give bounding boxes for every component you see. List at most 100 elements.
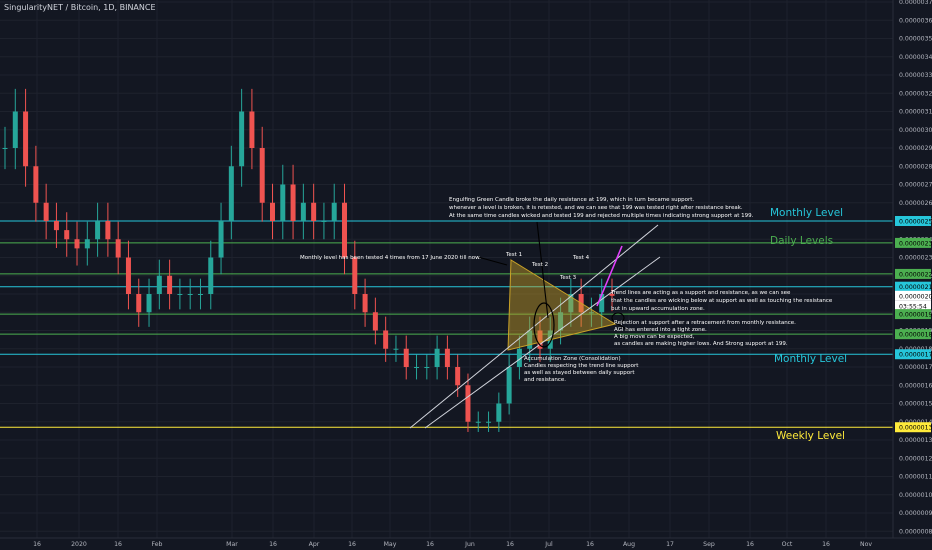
candle-body <box>516 348 522 367</box>
projection-arrow <box>596 245 623 307</box>
price-tag-bg-monthly <box>895 281 931 292</box>
rejection-note-3: A big move can be expected, <box>614 334 695 340</box>
arrow-monthly-test <box>477 256 508 266</box>
candle-body <box>383 330 389 349</box>
candle-body <box>64 230 70 240</box>
candle-body <box>352 257 358 294</box>
candle-body <box>599 294 605 313</box>
candle-body <box>177 294 183 295</box>
price-tag-bg-monthly <box>895 349 931 360</box>
price-tag-bg-weekly <box>895 422 931 433</box>
rejection-circle <box>611 312 625 324</box>
price-tag-bg-daily <box>895 268 931 279</box>
candle-body <box>424 367 430 368</box>
candle-body <box>537 330 543 349</box>
candle-body <box>568 294 574 313</box>
test-2-label: Test 2 <box>531 262 548 268</box>
price-tag-countdown: 03:55:54 <box>899 303 927 310</box>
x-tick-label: Apr <box>309 541 320 548</box>
x-tick-label: Oct <box>782 541 793 548</box>
x-tick-label: 16 <box>586 541 594 548</box>
price-tag-monthly: 0.00000177 <box>899 352 932 359</box>
test-3-label: Test 3 <box>559 275 577 281</box>
test-1-label: Test 1 <box>505 252 522 258</box>
candle-body <box>321 221 327 222</box>
candle-body <box>342 202 348 258</box>
level-name-label: Daily Levels <box>770 235 833 247</box>
candle-body <box>228 166 234 221</box>
x-tick-label: Aug <box>623 541 635 548</box>
rejection-note-4: as candles are making higher lows. And S… <box>614 341 788 347</box>
accumulation-note-3: as well as stayed between daily support <box>524 370 635 376</box>
candle-body <box>280 184 286 221</box>
trendline-note-2: that the candles are wicking below at su… <box>611 298 833 304</box>
candle-body <box>95 221 101 240</box>
x-tick-label: 16 <box>746 541 754 548</box>
candle-body <box>84 239 90 249</box>
y-tick-label: 0.00000080 <box>899 528 932 535</box>
candle-body <box>115 239 121 258</box>
engulfing-note-3: At the same time candles wicked and test… <box>449 213 754 219</box>
price-tag-bg-countdown <box>895 300 931 311</box>
accumulation-note-2: Candles respecting the trend line suppor… <box>524 363 639 369</box>
candle-body <box>506 367 512 404</box>
time-axis <box>0 538 932 550</box>
x-tick-label: Feb <box>152 541 163 548</box>
symbol-title: SingularityNET / Bitcoin, 1D, BINANCE <box>4 3 156 12</box>
candle-body <box>465 385 471 422</box>
price-tag-daily: 0.00000221 <box>899 271 932 278</box>
candle-body <box>125 257 131 294</box>
candle-body <box>372 312 378 331</box>
x-tick-label: 16 <box>506 541 514 548</box>
candle-body <box>105 221 111 240</box>
candle-body <box>197 294 203 295</box>
price-tag-bg-monthly <box>895 216 931 226</box>
candle-body <box>290 184 296 221</box>
candle-body <box>146 294 152 313</box>
trendline-note-1: Trend lines are acting as a support and … <box>610 290 791 296</box>
candle-body <box>53 221 59 231</box>
candle-body <box>486 421 492 423</box>
price-tag-monthly: 0.00000214 <box>899 284 932 291</box>
candle-body <box>259 148 265 203</box>
candle-body <box>455 367 461 386</box>
candle-body <box>187 294 193 295</box>
level-name-label: Monthly Level <box>770 207 843 219</box>
candle-body <box>362 294 368 313</box>
arrow-rejection <box>613 321 629 331</box>
candle-body <box>156 275 162 294</box>
candle-body <box>588 312 594 314</box>
accumulation-note-1: Accumulation Zone (Consolidation) <box>524 356 621 362</box>
candle-body <box>403 348 409 367</box>
x-tick-label: 16 <box>114 541 122 548</box>
candle-body <box>311 202 317 221</box>
candle-body <box>434 348 440 367</box>
candle-body <box>218 221 224 258</box>
x-tick-label: Mar <box>226 541 238 548</box>
candle-body <box>475 421 481 423</box>
candle-body <box>43 202 49 221</box>
price-tag-bg-daily <box>895 309 931 320</box>
candle-body <box>12 111 18 148</box>
price-tag-current: 0.00000209 <box>899 293 932 300</box>
candle-body <box>609 294 615 296</box>
candle-body <box>414 367 420 368</box>
candle-body <box>269 202 275 221</box>
